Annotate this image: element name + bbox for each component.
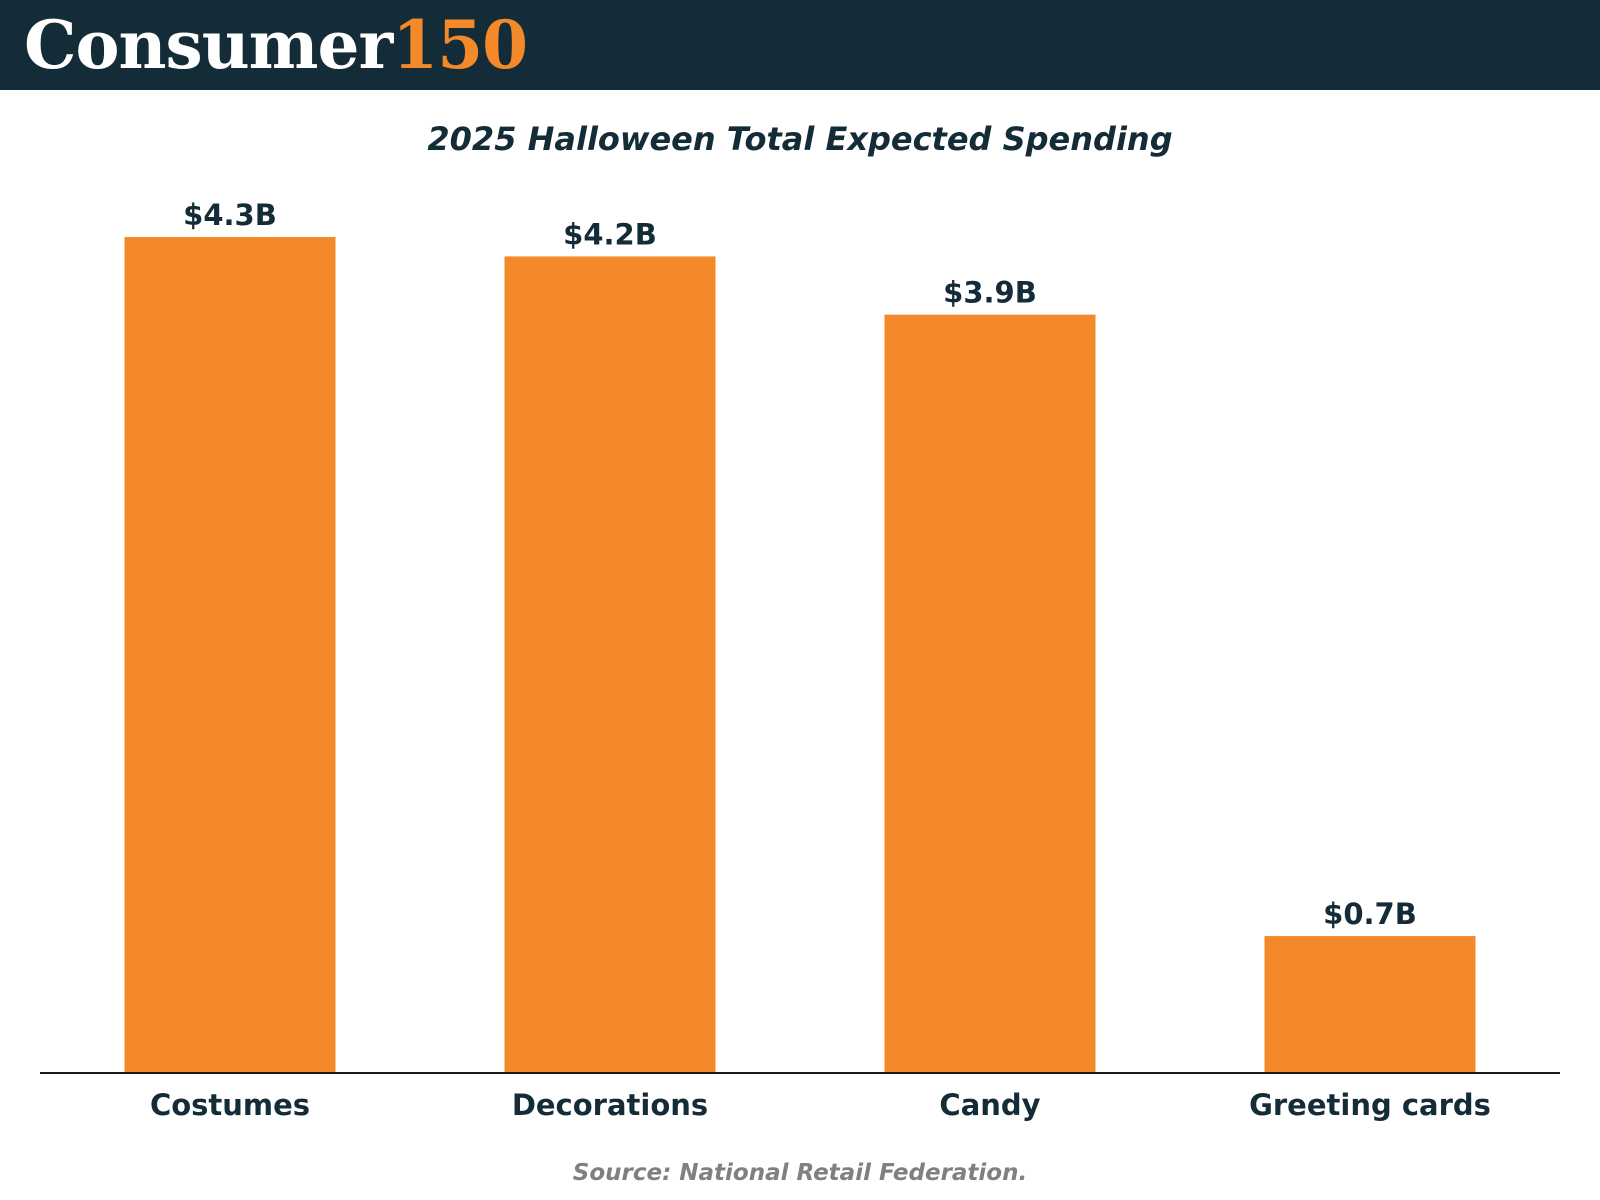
bar-greeting-cards [1264,936,1476,1072]
logo-number: 150 [392,6,528,84]
bar-costumes [124,237,336,1072]
logo-word: Consumer [24,6,393,84]
brand-logo: Consumer150 [24,4,528,86]
category-label: Decorations [512,1088,708,1122]
source-note: Source: National Retail Federation. [572,1160,1028,1186]
value-label: $0.7B [1323,897,1417,931]
header-bar: Consumer150 [0,0,1600,90]
category-label: Costumes [150,1088,310,1122]
value-label: $4.2B [563,217,657,251]
value-label: $4.3B [183,198,277,232]
value-label: $3.9B [943,276,1037,310]
category-label: Candy [939,1088,1040,1122]
bar-decorations [504,256,716,1073]
bar-candy [884,314,1096,1072]
category-label: Greeting cards [1249,1088,1491,1122]
chart-title: 2025 Halloween Total Expected Spending [427,120,1173,158]
